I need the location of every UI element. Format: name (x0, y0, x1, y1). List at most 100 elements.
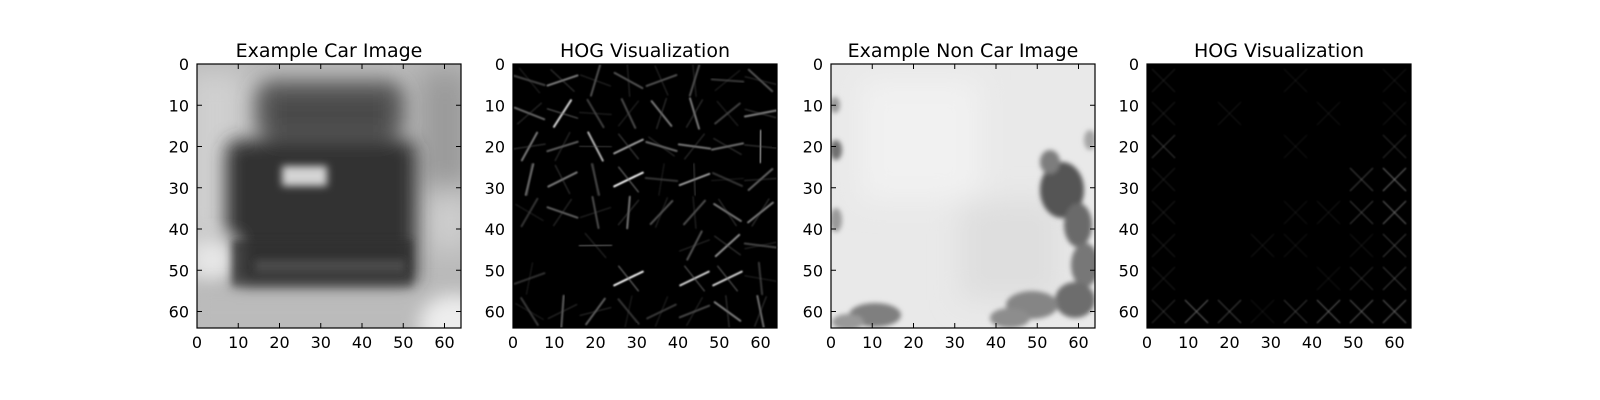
hog-stroke (686, 297, 703, 326)
hog-stroke (1151, 233, 1176, 258)
hog-stroke (546, 108, 579, 119)
hog-stroke (716, 100, 739, 127)
x-tick-label: 10 (1178, 333, 1198, 352)
hog-stroke (1151, 167, 1176, 192)
y-tick-label: 50 (1119, 261, 1139, 280)
hog-stroke (744, 275, 777, 282)
hog-stroke (693, 163, 696, 196)
hog-stroke (580, 74, 611, 87)
hog-stroke (744, 108, 777, 119)
hog-stroke (679, 239, 710, 252)
y-tick-label: 10 (1119, 96, 1139, 115)
hog-stroke (624, 295, 633, 328)
hog-stroke (584, 232, 607, 259)
hog-background (513, 64, 777, 328)
y-tick-label: 20 (1119, 138, 1139, 157)
panel-title: Example Car Image (236, 40, 423, 62)
x-tick-label: 60 (1068, 333, 1088, 352)
hog-stroke (1349, 167, 1374, 192)
hog-stroke (1382, 266, 1407, 291)
panel-noncar-image: Example Non Car Image (803, 40, 1096, 352)
hog-stroke (579, 206, 612, 219)
y-tick-label: 30 (485, 179, 505, 198)
hog-stroke (1250, 233, 1275, 258)
hog-stroke (579, 111, 612, 116)
hog-stroke (550, 69, 575, 92)
hog-stroke (1382, 167, 1407, 192)
hog-stroke (656, 97, 667, 130)
hog-stroke (714, 69, 741, 92)
hog-stroke (718, 198, 737, 227)
x-tick-label: 30 (627, 333, 647, 352)
hog-stroke (1283, 68, 1308, 93)
x-tick-label: 30 (311, 333, 331, 352)
hog-stroke (655, 197, 668, 228)
x-tick-label: 50 (393, 333, 413, 352)
x-tick-label: 20 (585, 333, 605, 352)
hog-stroke (711, 177, 744, 182)
noncar-image (831, 64, 1095, 328)
hog-stroke (744, 177, 777, 182)
panel-title: Example Non Car Image (848, 40, 1079, 62)
hog-stroke (526, 163, 533, 196)
hog-stroke (717, 265, 738, 292)
hog-stroke (1283, 134, 1308, 159)
hog-stroke (1151, 299, 1176, 324)
x-tick-label: 0 (1142, 333, 1152, 352)
hog-stroke (1151, 134, 1176, 159)
hog-stroke (1316, 299, 1341, 324)
y-tick-label: 20 (169, 138, 189, 157)
y-tick-label: 30 (1119, 179, 1139, 198)
hog-stroke (579, 306, 612, 317)
hog-stroke (1349, 233, 1374, 258)
hog-stroke (618, 265, 639, 292)
y-tick-label: 40 (803, 220, 823, 239)
y-tick-label: 60 (169, 303, 189, 322)
hog-stroke (654, 296, 669, 327)
hog-stroke (626, 64, 631, 97)
hog-stroke (1382, 200, 1407, 225)
hog-stroke (1382, 299, 1407, 324)
hog-stroke (1283, 299, 1308, 324)
hog-stroke (1349, 200, 1374, 225)
hog-stroke (1382, 101, 1407, 126)
hog-stroke (516, 102, 543, 125)
hog-stroke (713, 137, 742, 156)
hog-stroke (744, 241, 777, 250)
hog-stroke (1349, 299, 1374, 324)
hog-stroke (744, 76, 777, 85)
hog-stroke (617, 100, 640, 127)
y-tick-label: 40 (485, 220, 505, 239)
x-tick-label: 20 (1219, 333, 1239, 352)
panel-title: HOG Visualization (1194, 40, 1364, 62)
hog-stroke (1316, 101, 1341, 126)
x-tick-label: 0 (508, 333, 518, 352)
y-tick-label: 50 (485, 261, 505, 280)
y-tick-label: 20 (803, 138, 823, 157)
panel-hog-car: HOG Visualization 0 10 20 30 40 50 60010203040… (485, 40, 778, 352)
x-tick-label: 0 (192, 333, 202, 352)
hog-glyphs (1146, 64, 1412, 328)
hog-stroke (592, 163, 599, 196)
hog-stroke (617, 199, 640, 226)
x-tick-label: 50 (1343, 333, 1363, 352)
y-tick-label: 40 (169, 220, 189, 239)
hog-glyphs (512, 64, 778, 329)
hog-stroke (1283, 233, 1308, 258)
y-tick-label: 10 (485, 96, 505, 115)
hog-stroke (658, 163, 665, 196)
hog-stroke (1217, 299, 1242, 324)
hog-stroke (518, 67, 541, 94)
panel-hog-noncar: HOG Visualization 0 10 20 30 40 50 60010203040… (1119, 40, 1412, 352)
x-tick-label: 60 (750, 333, 770, 352)
x-tick-label: 20 (903, 333, 923, 352)
x-tick-label: 40 (986, 333, 1006, 352)
hog-stroke (515, 203, 544, 222)
hog-stroke (1250, 299, 1275, 324)
x-tick-label: 10 (228, 333, 248, 352)
y-tick-label: 10 (169, 96, 189, 115)
